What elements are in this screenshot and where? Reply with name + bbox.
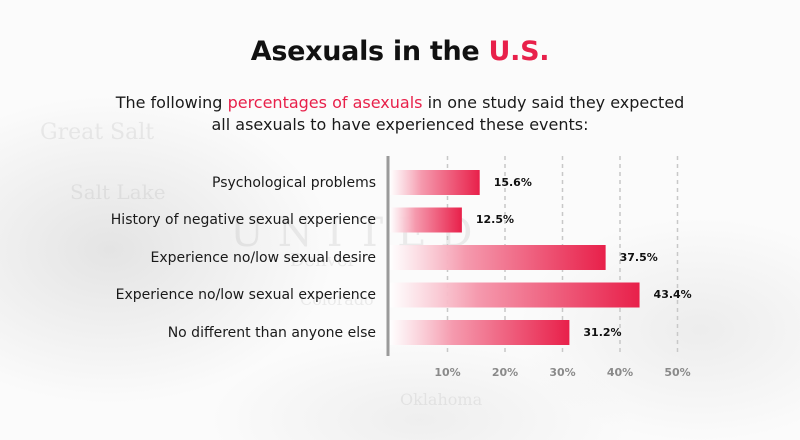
category-label: Experience no/low sexual experience [115, 287, 376, 303]
title-prefix: Asexuals in the [250, 36, 480, 67]
category-label: History of negative sexual experience [110, 212, 376, 228]
value-label: 15.6% [493, 175, 532, 189]
subtitle: The following percentages of asexuals in… [0, 92, 800, 136]
bar [390, 207, 462, 233]
page-title: Asexuals in the U.S. [0, 36, 800, 67]
x-tick-label: 10% [434, 366, 461, 379]
bar [390, 320, 570, 345]
x-tick-label: 30% [549, 366, 576, 379]
bar [390, 282, 640, 308]
category-label: No different than anyone else [167, 324, 376, 341]
subtitle-before: The following [115, 93, 223, 112]
subtitle-accent: percentages of asexuals [227, 93, 423, 112]
x-tick-label: 50% [664, 366, 691, 379]
value-label: 12.5% [475, 213, 515, 226]
bar [390, 245, 606, 270]
x-tick-label: 40% [606, 366, 634, 379]
category-label: Experience no/low sexual desire [150, 249, 376, 266]
category-label: Psychological problems [212, 174, 376, 191]
x-tick-label: 20% [491, 366, 519, 379]
subtitle-line2: all asexuals to have experienced these e… [211, 115, 589, 134]
value-label: 31.2% [583, 325, 622, 339]
subtitle-after: in one study said they expected [427, 93, 685, 112]
title-accent: U.S. [488, 36, 550, 67]
value-label: 37.5% [619, 250, 658, 264]
bar [390, 170, 480, 195]
value-label: 43.4% [653, 288, 692, 301]
